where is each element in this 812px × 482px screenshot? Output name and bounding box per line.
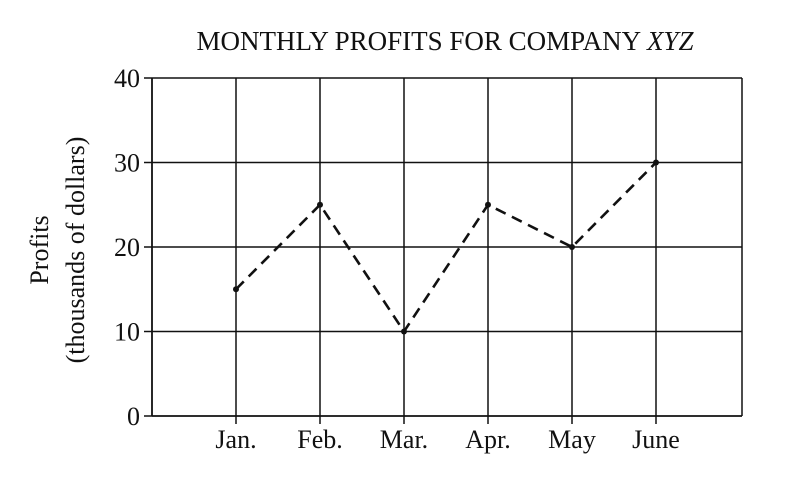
x-tick-label-0: Jan. — [215, 425, 256, 454]
series — [233, 159, 659, 335]
data-point-apr — [485, 201, 491, 208]
y-axis-title: Profits (thousands of dollars) — [25, 137, 90, 364]
y-tick-label-20: 20 — [114, 233, 140, 262]
y-tick-label-40: 40 — [114, 64, 140, 93]
x-tick-labels: Jan. Feb. Mar. Apr. May June — [215, 425, 679, 454]
data-point-jan — [233, 286, 239, 293]
y-tick-label-30: 30 — [114, 149, 140, 178]
x-tick-label-3: Apr. — [465, 425, 511, 454]
y-tick-labels: 0 10 20 30 40 — [114, 64, 140, 431]
data-point-june — [653, 159, 659, 166]
x-tick-label-5: June — [632, 425, 680, 454]
data-point-may — [569, 244, 575, 250]
y-tick-label-0: 0 — [127, 402, 140, 431]
x-tick-label-1: Feb. — [297, 425, 343, 454]
series-line-0 — [235, 161, 657, 334]
x-tick-label-4: May — [548, 425, 596, 454]
y-tick-label-10: 10 — [114, 318, 140, 347]
y-axis-title-line-1: Profits — [25, 215, 54, 284]
x-tick-label-2: Mar. — [380, 425, 428, 454]
axes — [144, 77, 743, 424]
grid — [152, 77, 742, 416]
data-point-mar — [401, 328, 407, 335]
y-axis-title-line-2: (thousands of dollars) — [61, 137, 90, 364]
chart-title: MONTHLY PROFITS FOR COMPANY XYZ — [197, 26, 695, 56]
data-point-feb — [317, 201, 323, 208]
